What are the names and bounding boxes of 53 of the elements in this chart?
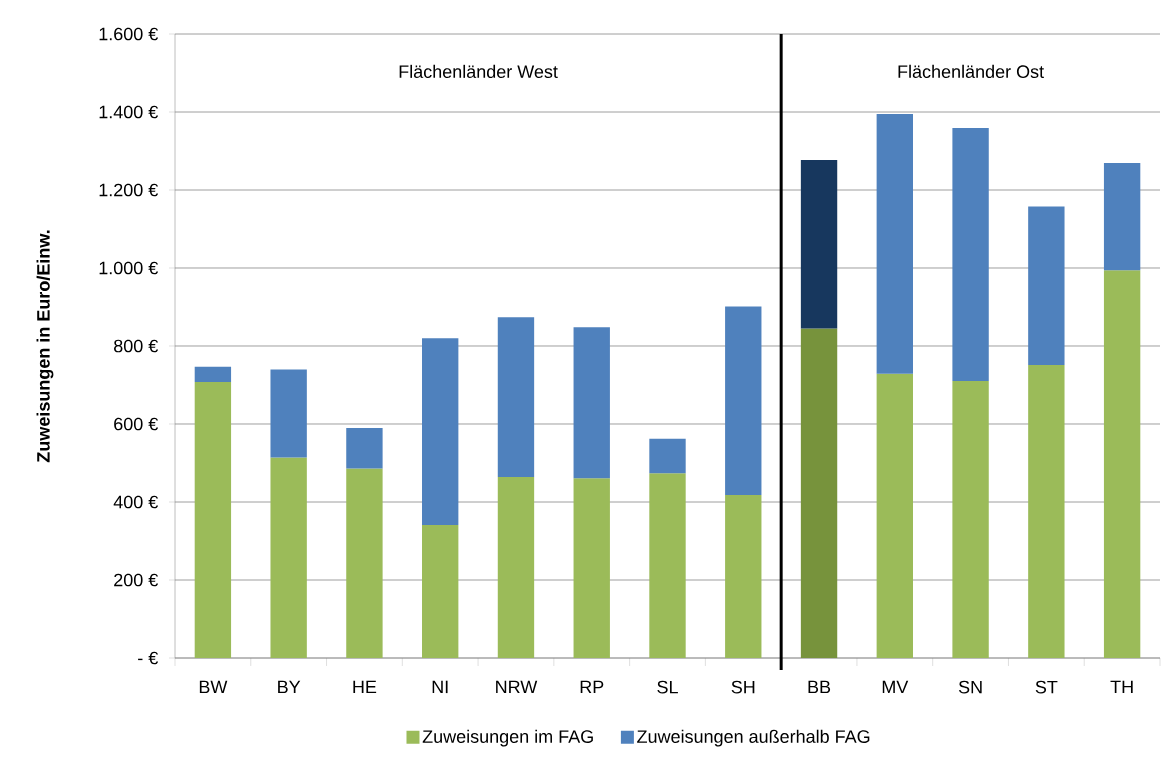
- bar: [422, 338, 459, 526]
- x-tick-label: SH: [731, 680, 755, 694]
- bar: [876, 373, 913, 658]
- legend-label: Zuweisungen außerhalb FAG: [637, 729, 870, 747]
- bar: [573, 327, 610, 479]
- x-tick-label: BY: [278, 680, 301, 694]
- bar: [346, 427, 383, 469]
- x-tick-label: NRW: [496, 680, 538, 694]
- bar: [800, 159, 838, 329]
- x-tick-label: HE: [353, 680, 377, 694]
- y-tick-label: 1.000 €: [99, 261, 159, 275]
- bar: [1103, 270, 1141, 658]
- bar: [1028, 365, 1065, 658]
- x-tick-label: SL: [657, 680, 678, 694]
- y-tick-label: 600 €: [114, 417, 159, 431]
- bar: [497, 317, 535, 478]
- bar: [725, 306, 762, 495]
- y-tick-label: 1.600 €: [99, 27, 159, 41]
- bar: [194, 381, 232, 658]
- y-tick-label: - €: [138, 651, 159, 665]
- x-tick-label: NI: [432, 680, 448, 694]
- x-tick-label: SN: [958, 680, 982, 694]
- bar: [346, 468, 383, 658]
- y-tick-label: 800 €: [114, 339, 159, 353]
- y-tick-label: 200 €: [114, 573, 159, 587]
- bar: [1028, 206, 1065, 366]
- x-tick-label: ST: [1035, 680, 1058, 694]
- y-tick-label: 400 €: [113, 495, 159, 509]
- y-axis-title: Zuweisungen in Euro/Einw.: [36, 230, 54, 463]
- annotation: Flächenländer West: [399, 64, 558, 79]
- x-tick-label: BW: [199, 680, 228, 694]
- x-tick-label: BB: [808, 680, 831, 694]
- y-tick-label: 1.200 €: [99, 183, 159, 197]
- x-tick-label: MV: [882, 680, 909, 694]
- legend-label: Zuweisungen im FAG: [422, 729, 593, 747]
- bar: [573, 478, 610, 658]
- x-tick-label: TH: [1110, 680, 1133, 694]
- bar: [1103, 163, 1141, 271]
- x-tick-label: RP: [580, 680, 604, 694]
- bar: [800, 328, 838, 658]
- bar: [422, 525, 459, 658]
- bar: [876, 113, 913, 374]
- bar: [725, 494, 762, 658]
- bar: [270, 457, 307, 658]
- bar: [649, 473, 686, 658]
- y-tick-label: 1.400 €: [99, 105, 159, 119]
- bar: [194, 366, 232, 382]
- bar: [649, 438, 686, 474]
- bar: [270, 369, 307, 458]
- bar: [497, 477, 535, 658]
- annotation: Flächenländer Ost: [898, 64, 1044, 79]
- bar: [952, 381, 989, 658]
- bar: [952, 127, 989, 382]
